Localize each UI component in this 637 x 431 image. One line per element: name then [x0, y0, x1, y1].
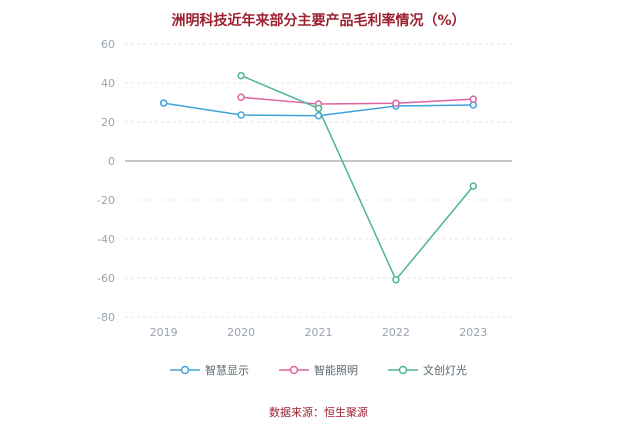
x-axis-tick-label: 2023: [459, 326, 487, 339]
data-point-marker: [237, 111, 245, 119]
y-axis-tick-label: 60: [101, 38, 115, 51]
data-source: 数据来源：恒生聚源: [269, 406, 368, 419]
legend-label: 智慧显示: [205, 364, 249, 377]
y-axis-tick-label: -80: [97, 311, 115, 324]
legend-marker-icon: [279, 365, 309, 375]
legend-marker-icon: [170, 365, 200, 375]
legend-item-3[interactable]: 文创灯光: [388, 362, 467, 378]
legend-item-1[interactable]: 智慧显示: [170, 362, 249, 378]
data-point-marker: [469, 101, 478, 109]
data-point-marker: [469, 95, 478, 103]
y-axis-tick-label: -40: [97, 233, 115, 246]
legend-label: 智能照明: [314, 364, 358, 377]
x-axis-tick-label: 2022: [382, 326, 410, 339]
y-axis-tick-label: -20: [97, 194, 115, 207]
legend-item-2[interactable]: 智能照明: [279, 362, 358, 378]
series-line: [240, 74, 474, 282]
x-axis-tick-label: 2021: [305, 326, 333, 339]
series-line: [241, 96, 474, 105]
y-axis-tick-label: 0: [108, 155, 115, 168]
data-point-marker: [314, 104, 323, 113]
chart-title: 洲明科技近年来部分主要产品毛利率情况（%）: [171, 13, 466, 29]
data-point-marker: [159, 99, 168, 107]
data-point-marker: [392, 99, 400, 108]
x-axis-tick-label: 2019: [150, 326, 178, 339]
y-axis-tick-label: 20: [101, 116, 115, 129]
data-point-marker: [469, 182, 478, 190]
x-axis-tick-label: 2020: [227, 326, 255, 339]
y-axis-tick-label: -60: [97, 272, 115, 285]
line-chart: -80 -60 -40 -20 0 20 40 60 2019 2020 2021 2022 2023: [97, 38, 512, 339]
data-point-marker: [237, 93, 245, 101]
legend-label: 文创灯光: [423, 364, 467, 377]
legend-marker-icon: [388, 365, 418, 375]
y-axis-tick-label: 40: [101, 77, 115, 90]
data-point-marker: [237, 71, 245, 80]
chart-legend: 智慧显示 智能照明 文创灯光: [0, 362, 637, 378]
data-point-marker: [392, 276, 400, 284]
